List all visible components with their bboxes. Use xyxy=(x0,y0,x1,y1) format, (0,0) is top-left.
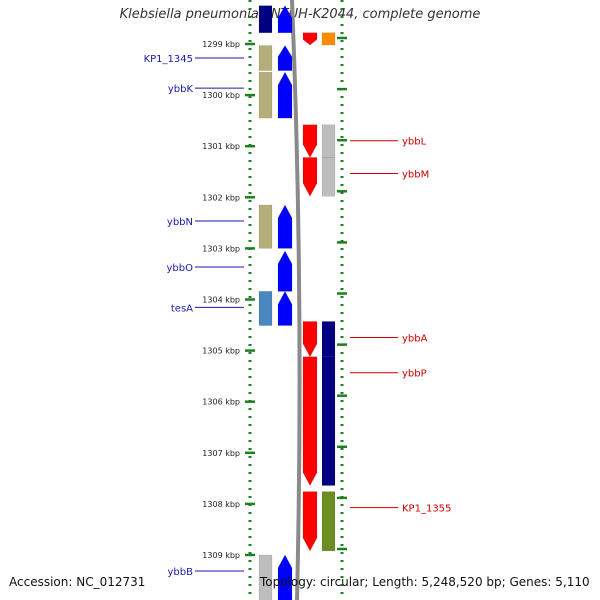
gene-label: ybbA xyxy=(402,333,428,344)
tick-label: 1306 kbp xyxy=(202,398,240,407)
gene-label: ybbK xyxy=(168,84,194,95)
forward-gene-arrow xyxy=(277,204,293,249)
cog-category-bar xyxy=(321,124,336,158)
cog-category-bar xyxy=(258,45,273,71)
cog-category-bar xyxy=(258,291,273,326)
feature-layer xyxy=(258,5,336,600)
tick-label: 1304 kbp xyxy=(202,296,240,305)
gene-label: ybbO xyxy=(167,263,194,274)
backbone-layer xyxy=(290,0,302,600)
cog-category-bar xyxy=(258,204,273,249)
tick-label: 1307 kbp xyxy=(202,449,240,458)
tick-layer: 1299 kbp 1300 kbp 1301 kbp 1302 kbp 1303 kbp… xyxy=(202,0,347,600)
topology-text: Topology: circular; Length: 5,248,520 bp… xyxy=(260,575,590,589)
gene-label: tesA xyxy=(171,303,193,314)
cog-category-bar xyxy=(321,32,336,46)
forward-gene-arrow xyxy=(277,5,293,34)
gene-label: ybbM xyxy=(402,169,429,180)
gene-label: ybbB xyxy=(168,567,194,578)
tick-label: 1300 kbp xyxy=(202,91,240,100)
reverse-gene-arrow xyxy=(302,321,318,358)
gene-label: KP1_1345 xyxy=(144,54,193,65)
tick-label: 1301 kbp xyxy=(202,142,240,151)
reverse-gene-arrow xyxy=(302,491,318,552)
label-layer: KP1_1345 ybbK ybbL ybbM ybbN ybbO tesA ybbA ybbP… xyxy=(144,54,452,578)
tick-label: 1309 kbp xyxy=(202,551,240,560)
tick-label: 1305 kbp xyxy=(202,347,240,356)
gene-label: ybbL xyxy=(402,137,427,148)
cog-category-bar xyxy=(258,5,273,34)
cog-category-bar xyxy=(258,71,273,119)
forward-gene-arrow xyxy=(277,250,293,292)
cog-category-bar xyxy=(321,321,336,357)
forward-gene-arrow xyxy=(277,290,293,326)
tick-label: 1302 kbp xyxy=(202,193,240,202)
reverse-gene-arrow xyxy=(302,32,318,46)
forward-gene-arrow xyxy=(277,71,293,119)
genome-title: Klebsiella pneumoniae NTUH-K2044, comple… xyxy=(119,7,481,22)
cog-category-bar xyxy=(321,157,336,197)
reverse-gene-arrow xyxy=(302,356,318,487)
tick-label: 1299 kbp xyxy=(202,40,240,49)
gene-label: ybbP xyxy=(402,369,427,380)
genome-backbone xyxy=(290,0,302,600)
reverse-gene-arrow xyxy=(302,157,318,197)
gene-label: ybbN xyxy=(167,217,193,228)
tick-label: 1308 kbp xyxy=(202,500,240,509)
cog-category-bar xyxy=(321,491,336,552)
tick-label: 1303 kbp xyxy=(202,244,240,253)
reverse-gene-arrow xyxy=(302,124,318,158)
forward-gene-arrow xyxy=(277,45,293,71)
forward-gene-arrow xyxy=(277,554,293,600)
cog-category-bar xyxy=(321,356,336,486)
accession-text: Accession: NC_012731 xyxy=(9,575,146,589)
cog-category-bar xyxy=(258,554,273,600)
gene-label: KP1_1355 xyxy=(402,504,451,515)
